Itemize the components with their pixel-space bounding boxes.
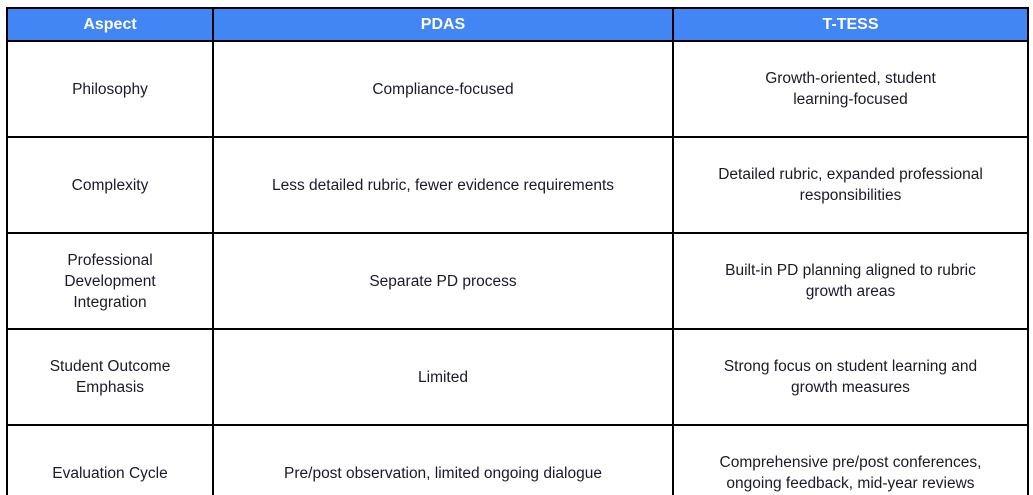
table-row-professional-development-integration: Professional Development Integration Sep… — [6, 232, 1029, 330]
header-cell-ttess: T-TESS — [672, 7, 1029, 42]
aspect-cell: Student Outcome Emphasis — [6, 328, 214, 426]
pdas-cell: Separate PD process — [212, 232, 674, 330]
aspect-cell: Complexity — [6, 136, 214, 234]
ttess-cell: Strong focus on student learning and gro… — [672, 328, 1029, 426]
ttess-cell: Detailed rubric, expanded professional r… — [672, 136, 1029, 234]
pdas-cell: Less detailed rubric, fewer evidence req… — [212, 136, 674, 234]
ttess-cell: Comprehensive pre/post conferences, ongo… — [672, 424, 1029, 495]
aspect-cell: Professional Development Integration — [6, 232, 214, 330]
table-row-philosophy: Philosophy Compliance-focused Growth-ori… — [6, 40, 1029, 138]
table-row-complexity: Complexity Less detailed rubric, fewer e… — [6, 136, 1029, 234]
pdas-cell: Pre/post observation, limited ongoing di… — [212, 424, 674, 495]
table-row-student-outcome-emphasis: Student Outcome Emphasis Limited Strong … — [6, 328, 1029, 426]
header-cell-pdas: PDAS — [212, 7, 674, 42]
aspect-cell: Evaluation Cycle — [6, 424, 214, 495]
ttess-cell: Growth-oriented, student learning-focuse… — [672, 40, 1029, 138]
table-row-evaluation-cycle: Evaluation Cycle Pre/post observation, l… — [6, 424, 1029, 495]
aspect-cell: Philosophy — [6, 40, 214, 138]
pdas-ttess-comparison-table: Aspect PDAS T-TESS Philosophy Compliance… — [6, 7, 1029, 495]
pdas-cell: Compliance-focused — [212, 40, 674, 138]
ttess-cell: Built-in PD planning aligned to rubric g… — [672, 232, 1029, 330]
header-cell-aspect: Aspect — [6, 7, 214, 42]
pdas-cell: Limited — [212, 328, 674, 426]
header-row: Aspect PDAS T-TESS — [6, 7, 1029, 42]
